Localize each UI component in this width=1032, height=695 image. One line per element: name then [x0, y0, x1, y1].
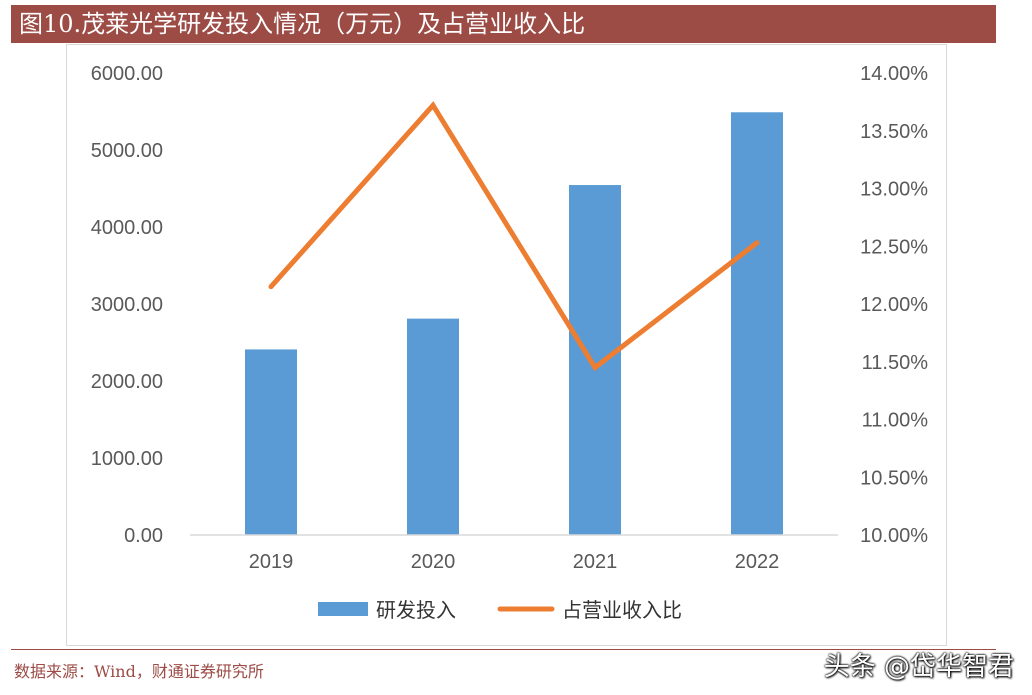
- bar-2022: [731, 112, 783, 536]
- x-axis-tick-label: 2022: [735, 551, 780, 573]
- left-axis-tick-label: 4000.00: [91, 217, 163, 239]
- right-axis-tick-label: 12.00%: [860, 294, 928, 316]
- right-axis-tick-label: 11.50%: [862, 352, 929, 374]
- left-axis-tick-label: 5000.00: [91, 140, 163, 162]
- legend-bar-label: 研发投入: [376, 598, 456, 622]
- right-axis-tick-label: 13.50%: [860, 121, 928, 143]
- figure-title: 图10.茂莱光学研发投入情况（万元）及占营业收入比: [11, 5, 996, 43]
- legend-line-label: 占营业收入比: [562, 598, 682, 622]
- right-axis-tick-label: 14.00%: [860, 63, 928, 85]
- source-divider: [11, 649, 996, 650]
- legend-bar-swatch: [318, 602, 368, 616]
- right-axis-tick-label: 10.00%: [860, 525, 928, 547]
- legend: 研发投入 占营业收入比: [318, 598, 682, 622]
- bar-2021: [569, 185, 621, 535]
- bar-2020: [407, 318, 459, 535]
- right-axis-ticks: 10.00% 10.50% 11.00% 11.50% 12.00% 12.50% 13.0…: [860, 63, 928, 547]
- left-axis-ticks: 0.00 1000.00 2000.00 3000.00 4000.00 5000.00 6…: [91, 63, 163, 547]
- x-axis-tick-label: 2020: [411, 551, 456, 573]
- left-axis-tick-label: 6000.00: [91, 63, 163, 85]
- right-axis-tick-label: 10.50%: [860, 467, 928, 489]
- ratio-line: [268, 101, 760, 372]
- x-axis-tick-label: 2019: [249, 551, 294, 573]
- right-axis-tick-label: 11.00%: [862, 410, 929, 432]
- right-axis-tick-label: 13.00%: [860, 179, 928, 201]
- left-axis-tick-label: 3000.00: [91, 294, 163, 316]
- right-axis-tick-label: 12.50%: [860, 236, 928, 258]
- left-axis-tick-label: 0.00: [124, 525, 163, 547]
- left-axis-tick-label: 1000.00: [91, 448, 163, 470]
- bar-series: [245, 112, 783, 536]
- line-series: [268, 101, 760, 372]
- source-note: 数据来源：Wind，财通证券研究所: [14, 662, 264, 681]
- left-axis-tick-label: 2000.00: [91, 371, 163, 393]
- bar-2019: [245, 349, 297, 535]
- x-axis-tick-label: 2021: [573, 551, 618, 573]
- chart-frame: [66, 44, 947, 646]
- x-axis-ticks: 2019 2020 2021 2022: [249, 551, 780, 573]
- watermark: 头条 @岱华智君: [823, 652, 1014, 682]
